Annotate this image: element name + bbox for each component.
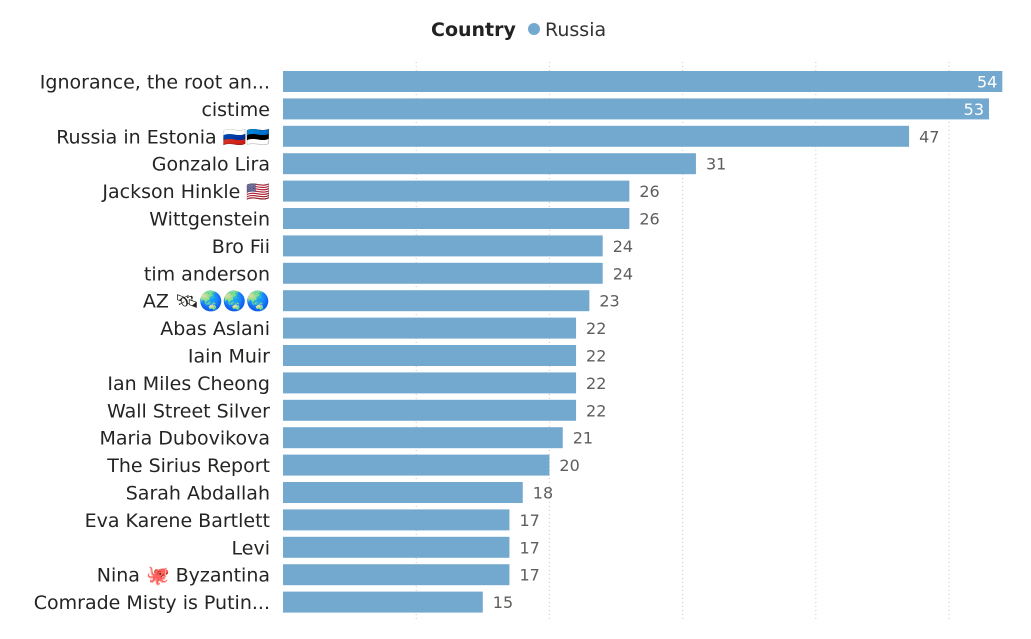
value-label: 24 [613,264,633,283]
value-label: 53 [964,100,984,119]
bar[interactable] [283,427,563,449]
value-label: 15 [493,593,513,612]
category-label: Ian Miles Cheong [107,373,270,395]
bars [283,71,1003,613]
value-label: 18 [533,484,553,503]
value-label: 31 [706,155,726,174]
legend-title: Country [431,19,517,41]
value-label: 54 [977,73,997,92]
category-label: Iain Muir [188,346,270,368]
bar[interactable] [283,399,577,421]
bar[interactable] [283,345,577,366]
category-label: cistime [201,99,270,121]
bar[interactable] [283,208,630,229]
category-label: Maria Dubovikova [99,428,270,450]
bar[interactable] [283,536,510,558]
value-label: 26 [639,210,659,229]
value-label: 17 [519,538,539,557]
value-label: 17 [519,566,539,585]
category-label: Abas Aslani [160,318,270,340]
value-label: 26 [639,182,659,201]
value-label: 22 [586,319,606,338]
category-label: Wall Street Silver [107,400,270,422]
category-label: Comrade Misty is Putin... [34,592,270,614]
legend-label-russia: Russia [545,19,606,41]
legend-swatch-russia [528,23,540,35]
value-label: 17 [519,511,539,530]
category-label: Gonzalo Lira [152,154,270,176]
value-label: 22 [586,374,606,393]
category-label: Nina 🐙 Byzantina [97,565,270,587]
bar[interactable] [283,564,510,586]
value-label: 23 [599,292,619,311]
bar[interactable] [283,235,603,257]
bar[interactable] [283,262,603,284]
category-label: Ignorance, the root an... [40,72,270,94]
legend: Country Russia [431,19,606,41]
category-label: Sarah Abdallah [126,483,270,505]
bar[interactable] [283,454,550,476]
bar[interactable] [283,290,590,312]
bar[interactable] [283,98,989,120]
bar[interactable] [283,591,483,613]
value-label: 21 [573,429,593,448]
value-label: 24 [613,237,633,256]
category-label: Eva Karene Bartlett [85,510,270,532]
bar[interactable] [283,153,696,175]
bar[interactable] [283,509,510,531]
value-label: 47 [919,127,939,146]
category-label: Bro Fii [212,236,270,258]
value-label: 20 [559,456,579,475]
bar[interactable] [283,317,577,339]
category-label: tim anderson [144,263,270,285]
bar[interactable] [283,482,523,503]
category-label: Levi [232,537,270,559]
category-label: Russia in Estonia 🇷🇺🇪🇪 [56,126,270,148]
bar[interactable] [283,180,630,202]
category-label: Wittgenstein [149,209,270,231]
category-label: The Sirius Report [106,455,270,477]
bar[interactable] [283,71,1003,92]
value-labels: 54 53 47 31 26 26 24 24 23 22 22 22 22 21 20 18 17 17 17 15 [493,73,998,613]
category-label: Jackson Hinkle 🇺🇸 [101,181,270,203]
value-label: 22 [586,401,606,420]
value-label: 22 [586,347,606,366]
category-label: AZ 🛰🌏🌏🌏 [143,290,270,313]
category-labels: Ignorance, the root an... cistime Russia i… [34,72,271,615]
bar[interactable] [283,125,910,147]
bar[interactable] [283,372,577,394]
